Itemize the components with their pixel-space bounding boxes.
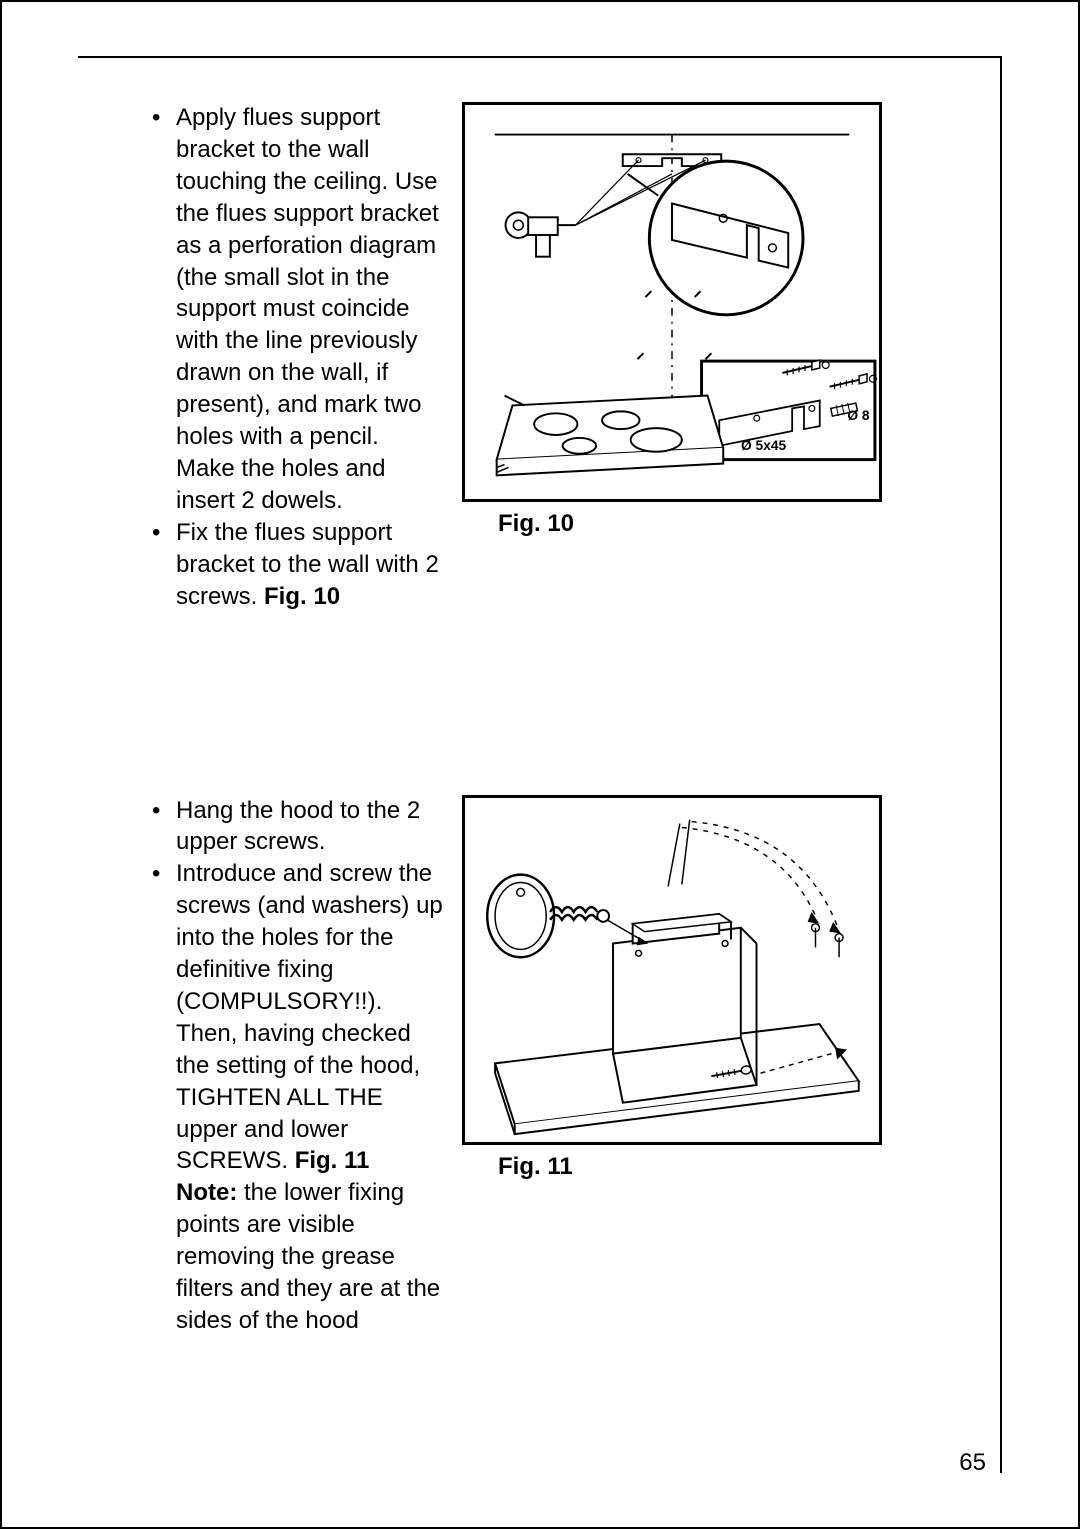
screw-spec-label: Ø 5x45: [741, 438, 787, 453]
bullet-2-2-note-label: Note:: [176, 1179, 237, 1206]
bullet-1-1-text: Apply flues support bracket to the wall …: [176, 104, 439, 514]
figure-11-svg: [465, 798, 879, 1142]
figure-10-caption: Fig. 10: [462, 510, 966, 538]
bullet-2-1: Hang the hood to the 2 upper screws.: [150, 795, 444, 859]
page-number: 65: [959, 1449, 986, 1477]
bullet-2-1-text: Hang the hood to the 2 upper screws.: [176, 797, 420, 856]
bullet-1-2-bold: Fig. 10: [264, 583, 340, 610]
bullet-2-2-prefix: Introduce and screw the screws (and wash…: [176, 860, 443, 1174]
figure-11-box: [462, 795, 882, 1145]
content-area: Apply flues support bracket to the wall …: [78, 56, 1002, 1473]
bullet-list-1: Apply flues support bracket to the wall …: [150, 102, 444, 613]
page: Apply flues support bracket to the wall …: [0, 0, 1080, 1529]
text-column-2: Hang the hood to the 2 upper screws. Int…: [114, 795, 444, 1337]
figure-10-svg: Ø 5x45 Ø 8: [465, 105, 879, 499]
bullet-2-2-fig: Fig. 11: [295, 1147, 370, 1174]
figure-11-caption: Fig. 11: [462, 1153, 966, 1181]
section-gap: [114, 613, 966, 795]
bullet-2-2: Introduce and screw the screws (and wash…: [150, 858, 444, 1337]
section-2: Hang the hood to the 2 upper screws. Int…: [114, 795, 966, 1337]
dowel-spec-label: Ø 8: [847, 408, 870, 423]
figure-column-1: Ø 5x45 Ø 8 Fig. 10: [444, 102, 966, 538]
bullet-1-1: Apply flues support bracket to the wall …: [150, 102, 444, 517]
figure-column-2: Fig. 11: [444, 795, 966, 1181]
section-1: Apply flues support bracket to the wall …: [114, 102, 966, 613]
bullet-list-2: Hang the hood to the 2 upper screws. Int…: [150, 795, 444, 1337]
text-column-1: Apply flues support bracket to the wall …: [114, 102, 444, 613]
figure-10-box: Ø 5x45 Ø 8: [462, 102, 882, 502]
bullet-1-2: Fix the flues support bracket to the wal…: [150, 517, 444, 613]
